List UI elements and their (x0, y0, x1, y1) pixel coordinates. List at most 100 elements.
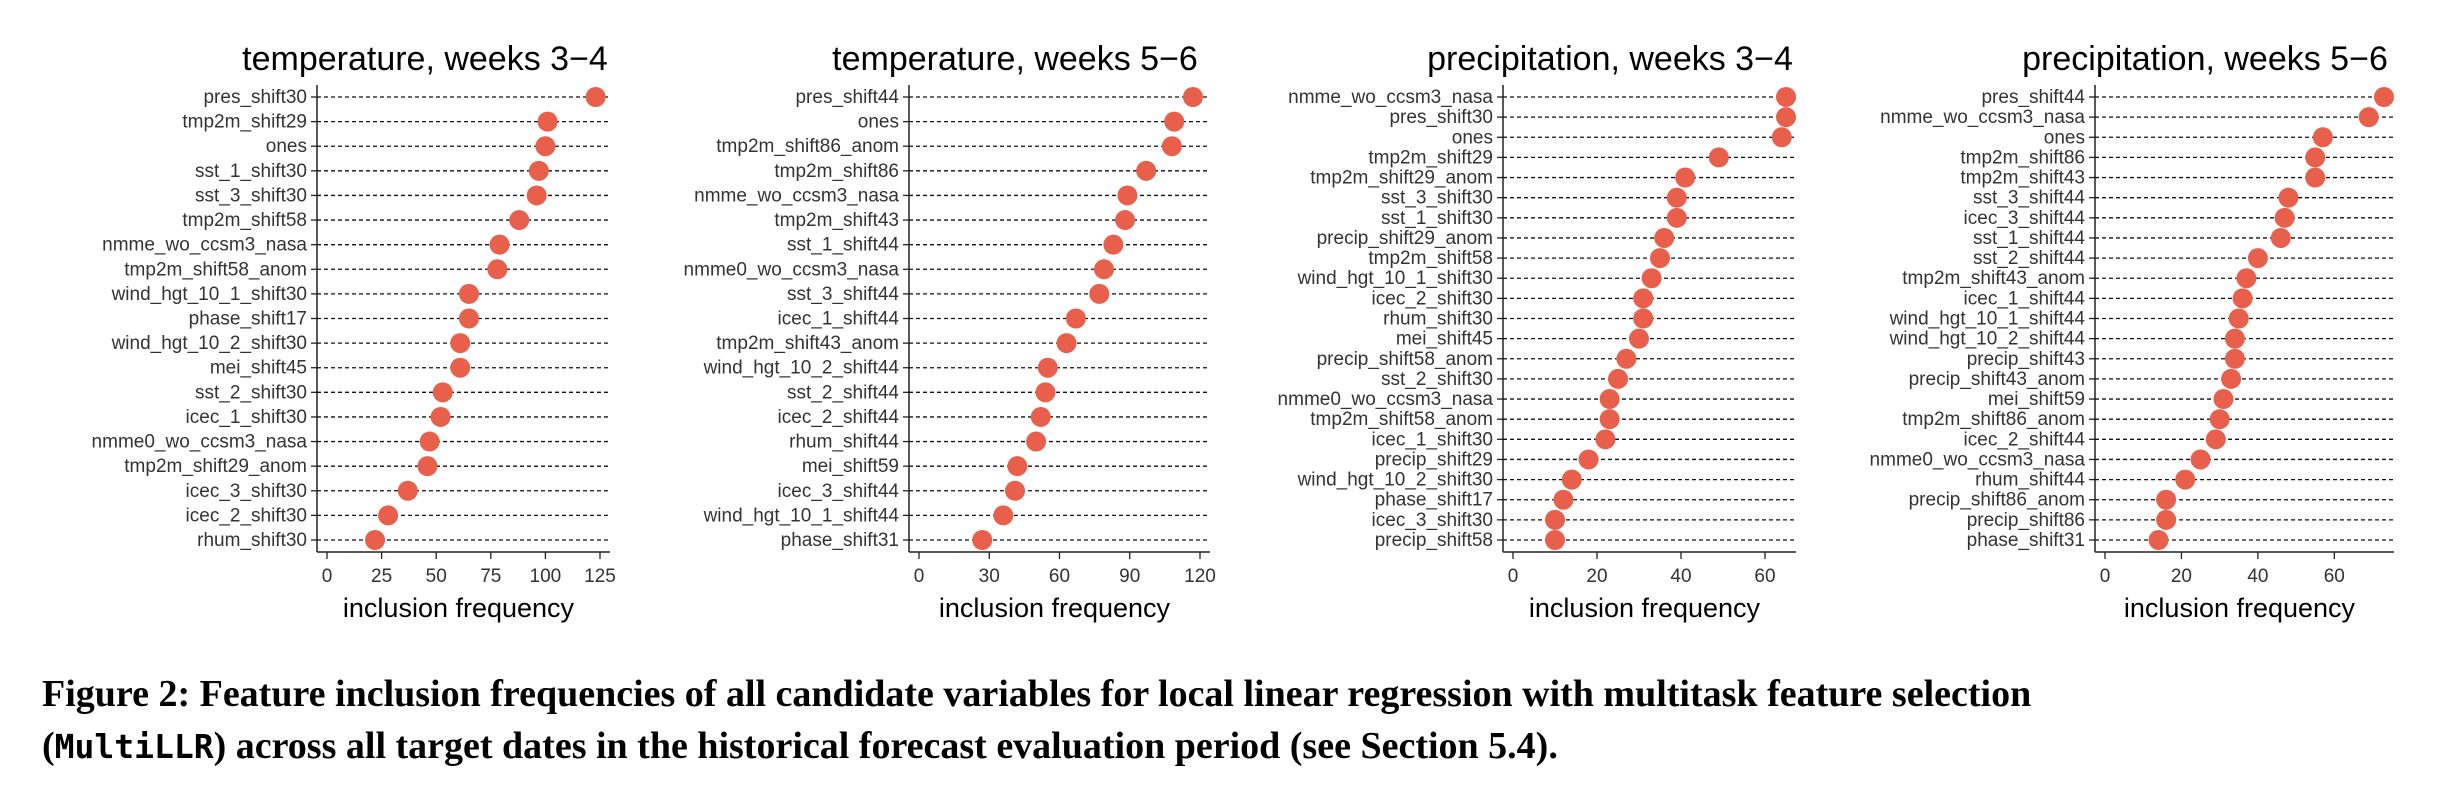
data-point (417, 456, 438, 477)
data-point (2236, 268, 2257, 289)
data-point (1545, 530, 1565, 550)
data-point (2247, 248, 2268, 269)
y-tick-label: ones (2044, 127, 2085, 148)
data-point (1553, 489, 1574, 510)
x-tick-label: 25 (371, 566, 392, 587)
y-tick-label: pres_shift30 (203, 87, 307, 108)
data-point (1089, 283, 1110, 304)
data-point (537, 111, 558, 132)
y-tick-label: sst_1_shift30 (1381, 208, 1493, 229)
data-point (1599, 389, 1620, 410)
y-tick-label: ones (1452, 127, 1493, 148)
data-point (2205, 429, 2226, 450)
data-point (2190, 449, 2211, 470)
y-tick-label: nmme0_wo_ccsm3_nasa (92, 432, 308, 453)
y-tick-label: tmp2m_shift86 (774, 161, 899, 182)
y-tick-label: precip_shift29 (1375, 449, 1493, 470)
data-point (2224, 348, 2245, 369)
data-point (526, 185, 547, 206)
x-tick-label: 90 (1119, 566, 1140, 587)
data-point (2278, 187, 2299, 208)
x-axis-label: inclusion frequency (2124, 593, 2356, 623)
data-point (2270, 227, 2291, 248)
data-point (397, 480, 418, 501)
data-point (2274, 207, 2295, 228)
data-point (1708, 147, 1729, 168)
y-tick-label: rhum_shift44 (789, 432, 899, 453)
data-point (509, 210, 530, 231)
y-tick-label: mei_shift45 (1396, 329, 1493, 350)
x-tick-label: 75 (480, 566, 501, 587)
data-point (1182, 87, 1203, 107)
x-tick-label: 30 (979, 566, 1000, 587)
y-tick-label: tmp2m_shift86_anom (716, 136, 899, 157)
y-tick-label: wind_hgt_10_1_shift44 (703, 505, 900, 526)
data-point (2374, 87, 2394, 107)
y-tick-label: sst_3_shift44 (787, 284, 899, 305)
y-tick-label: pres_shift30 (1389, 107, 1493, 128)
y-tick-label: pres_shift44 (795, 87, 899, 108)
data-point (1117, 185, 1138, 206)
data-point (2224, 328, 2245, 349)
caption-code: MultiLLR (54, 727, 214, 766)
y-tick-label: rhum_shift30 (197, 530, 307, 551)
data-point (1776, 107, 1796, 128)
data-point (1030, 406, 1051, 427)
data-point (1161, 136, 1182, 157)
data-point (1093, 259, 1114, 280)
x-tick-label: 40 (2247, 566, 2268, 587)
data-point (432, 382, 453, 403)
data-point (1633, 288, 1654, 309)
data-point (2221, 368, 2242, 389)
y-tick-label: phase_shift31 (1967, 530, 2085, 551)
y-tick-label: tmp2m_shift86 (1960, 147, 2085, 168)
y-tick-label: tmp2m_shift29 (1368, 147, 1493, 168)
data-point (1103, 234, 1124, 255)
caption-paren: ( (42, 725, 55, 767)
y-tick-label: nmme_wo_ccsm3_nasa (1880, 107, 2085, 128)
data-point (2228, 308, 2249, 329)
y-tick-label: icec_1_shift30 (1372, 429, 1493, 450)
data-point (528, 160, 549, 181)
data-point (458, 283, 479, 304)
x-tick-label: 0 (914, 566, 925, 587)
y-tick-label: tmp2m_shift43 (1960, 168, 2085, 189)
data-point (1608, 368, 1628, 389)
y-tick-label: rhum_shift30 (1383, 309, 1493, 330)
y-tick-label: precip_shift86_anom (1909, 490, 2085, 511)
data-point (1026, 431, 1047, 452)
y-tick-label: rhum_shift44 (1975, 470, 2085, 491)
y-tick-label: icec_2_shift44 (778, 407, 900, 428)
y-tick-label: tmp2m_shift29 (182, 112, 307, 133)
y-tick-label: tmp2m_shift58 (182, 210, 307, 231)
data-point (450, 357, 471, 378)
data-point (1616, 348, 1637, 369)
y-tick-label: sst_1_shift44 (787, 235, 899, 256)
y-tick-label: tmp2m_shift43_anom (716, 333, 899, 354)
y-tick-label: nmme0_wo_ccsm3_nasa (1870, 449, 2086, 470)
data-point (1771, 127, 1792, 148)
y-tick-label: sst_1_shift30 (195, 161, 307, 182)
x-tick-label: 0 (2100, 566, 2111, 587)
x-axis-label: inclusion frequency (343, 593, 575, 623)
y-tick-label: phase_shift31 (781, 530, 899, 551)
data-point (487, 259, 508, 280)
data-point (458, 308, 479, 329)
data-point (1595, 429, 1616, 450)
data-point (1650, 248, 1670, 269)
data-point (450, 333, 471, 354)
data-point (1633, 308, 1654, 329)
y-tick-label: wind_hgt_10_1_shift44 (1889, 309, 2086, 330)
x-tick-label: 60 (2324, 566, 2345, 587)
y-tick-label: precip_shift29_anom (1317, 228, 1493, 249)
data-point (1599, 409, 1620, 430)
figure-caption: Figure 2: Feature inclusion frequencies … (42, 668, 2432, 773)
data-point (1654, 227, 1675, 248)
y-tick-label: mei_shift59 (1988, 389, 2085, 410)
data-point (1115, 210, 1136, 231)
y-tick-label: tmp2m_shift58_anom (124, 259, 307, 280)
data-point (972, 530, 993, 550)
data-point (419, 431, 440, 452)
y-tick-label: icec_2_shift44 (1964, 429, 2086, 450)
data-point (585, 87, 606, 107)
